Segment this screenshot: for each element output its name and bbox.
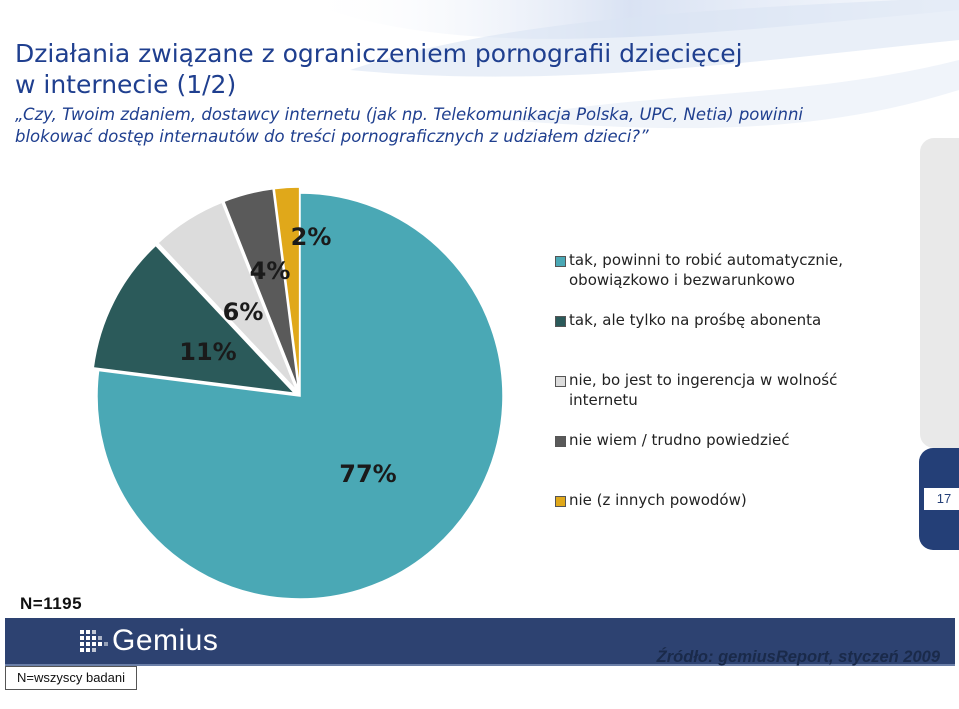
pie-slice (222, 187, 300, 391)
legend-swatch (555, 376, 566, 387)
legend-swatch (555, 436, 566, 447)
page-number: 17 (924, 488, 959, 510)
slice-label: 2% (291, 223, 332, 251)
title-line-1: Działania związane z ograniczeniem porno… (15, 39, 743, 68)
footer-strip (5, 664, 955, 666)
pie-slice (273, 186, 301, 391)
slice-label: 11% (179, 338, 236, 366)
slice-label: 6% (223, 298, 264, 326)
sample-note: N=wszyscy badani (5, 666, 137, 690)
slice-label: 4% (250, 257, 291, 285)
slide-title: Działania związane z ograniczeniem porno… (15, 38, 915, 100)
legend-label: nie wiem / trudno powiedzieć (569, 431, 790, 449)
legend-swatch (555, 256, 566, 267)
question-line-2: blokować dostęp internautów do treści po… (15, 127, 649, 146)
legend-label: tak, powinni to robić automatycznie, obo… (569, 251, 844, 289)
pie-slice (92, 244, 297, 395)
legend-label: tak, ale tylko na prośbę abonenta (569, 311, 822, 329)
pie-slice (96, 192, 504, 600)
question-line-1: „Czy, Twoim zdaniem, dostawcy internetu … (15, 105, 803, 124)
survey-question: „Czy, Twoim zdaniem, dostawcy internetu … (15, 104, 915, 148)
background-swirl (300, 0, 959, 129)
pie-slice (156, 201, 298, 392)
legend-swatch (555, 496, 566, 507)
legend-label: nie (z innych powodów) (569, 491, 747, 509)
footer-bar (5, 618, 955, 664)
sample-size: N=1195 (20, 594, 83, 613)
title-line-2: w internecie (1/2) (15, 70, 237, 99)
gemius-logo-text: Gemius (112, 624, 219, 657)
source-note: Źródło: gemiusReport, styczeń 2009 (656, 648, 940, 666)
legend-swatch (555, 316, 566, 327)
side-decor-tab (920, 138, 959, 448)
gemius-logo-icon (80, 630, 108, 652)
slice-label: 77% (339, 460, 396, 488)
legend-label: nie, bo jest to ingerencja w wolność int… (569, 371, 838, 409)
